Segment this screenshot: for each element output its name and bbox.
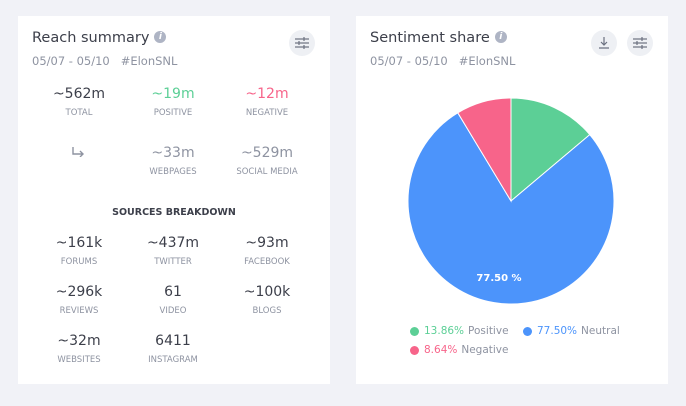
legend-item-neutral[interactable]: 77.50% Neutral: [523, 325, 620, 337]
stat-total: ~562m TOTAL: [29, 86, 129, 118]
stat-label: WEBPAGES: [149, 167, 197, 177]
stat-value: ~161k: [55, 235, 103, 251]
stat-label: TWITTER: [154, 257, 192, 267]
stat-label: TOTAL: [65, 108, 93, 118]
info-icon[interactable]: i: [154, 31, 167, 43]
legend-item-negative[interactable]: 8.64% Negative: [410, 344, 508, 356]
stat-social-media: ~529m SOCIAL MEDIA: [217, 145, 317, 177]
legend-dot-icon: [410, 326, 419, 336]
sources-breakdown-heading: SOURCES BREAKDOWN: [112, 207, 236, 218]
stat-positive: ~19m POSITIVE: [123, 86, 223, 118]
source-blogs: ~100k BLOGS: [217, 284, 317, 316]
download-icon: [599, 37, 609, 49]
source-websites: ~32m WEBSITES: [29, 333, 129, 365]
legend-label: Neutral: [581, 325, 620, 337]
stat-negative: ~12m NEGATIVE: [217, 86, 317, 118]
stat-label: REVIEWS: [59, 306, 99, 316]
stat-value: ~437m: [146, 235, 200, 251]
stat-value: 61: [164, 284, 182, 300]
pie-slice-negative[interactable]: [457, 97, 512, 203]
sliders-icon: [633, 37, 647, 49]
stat-value: ~19m: [151, 86, 195, 102]
stat-label: BLOGS: [252, 306, 282, 316]
legend-percent: 8.64%: [424, 344, 458, 356]
source-forums: ~161k FORUMS: [29, 235, 129, 267]
source-reviews: ~296k REVIEWS: [29, 284, 129, 316]
legend-label: Negative: [461, 344, 509, 356]
source-instagram: 6411 INSTAGRAM: [123, 333, 223, 365]
settings-button[interactable]: [627, 30, 653, 56]
sentiment-pie-chart: 77.50 %: [407, 97, 615, 305]
stat-value: ~93m: [245, 235, 289, 251]
sentiment-share-card: Sentiment share i 05/07 - 05/10 #ElonSNL …: [356, 16, 668, 384]
stat-label: FACEBOOK: [244, 257, 290, 267]
legend-percent: 77.50%: [537, 325, 578, 337]
legend-dot-icon: [410, 345, 419, 355]
info-icon[interactable]: i: [494, 31, 507, 43]
stat-webpages: ~33m WEBPAGES: [123, 145, 223, 177]
legend-item-positive[interactable]: 13.86% Positive: [410, 325, 509, 337]
download-button[interactable]: [591, 30, 617, 56]
stat-value: ~12m: [245, 86, 289, 102]
settings-button[interactable]: [289, 30, 315, 56]
stat-label: SOCIAL MEDIA: [236, 167, 298, 177]
stat-value: ~562m: [52, 86, 106, 102]
pie-slice-neutral[interactable]: [407, 112, 615, 305]
card-subtitle: 05/07 - 05/10 #ElonSNL: [32, 54, 178, 68]
card-title: Sentiment share i: [370, 30, 507, 46]
source-facebook: ~93m FACEBOOK: [217, 235, 317, 267]
stat-value: ~296k: [55, 284, 103, 300]
stat-label: WEBSITES: [57, 355, 101, 365]
legend-label: Positive: [468, 325, 509, 337]
stat-label: POSITIVE: [153, 108, 193, 118]
stat-value: 6411: [155, 333, 191, 349]
stat-value: ~100k: [243, 284, 291, 300]
stat-label: FORUMS: [60, 257, 98, 267]
legend-dot-icon: [523, 326, 532, 336]
source-twitter: ~437m TWITTER: [123, 235, 223, 267]
card-title: Reach summary i: [32, 30, 167, 46]
stat-label: INSTAGRAM: [148, 355, 198, 365]
stat-value: ~33m: [151, 145, 195, 161]
stat-label: NEGATIVE: [245, 108, 289, 118]
branch-arrow-icon: [72, 147, 84, 157]
card-subtitle: 05/07 - 05/10 #ElonSNL: [370, 54, 516, 68]
source-video: 61 VIDEO: [123, 284, 223, 316]
stat-value: ~529m: [240, 145, 294, 161]
pie-slice-positive[interactable]: [510, 97, 591, 203]
sliders-icon: [295, 37, 309, 49]
stat-label: VIDEO: [159, 306, 187, 316]
pie-data-label: 77.50 %: [476, 273, 521, 284]
reach-summary-card: Reach summary i 05/07 - 05/10 #ElonSNL ~5…: [18, 16, 330, 384]
stat-value: ~32m: [57, 333, 101, 349]
legend-percent: 13.86%: [424, 325, 465, 337]
